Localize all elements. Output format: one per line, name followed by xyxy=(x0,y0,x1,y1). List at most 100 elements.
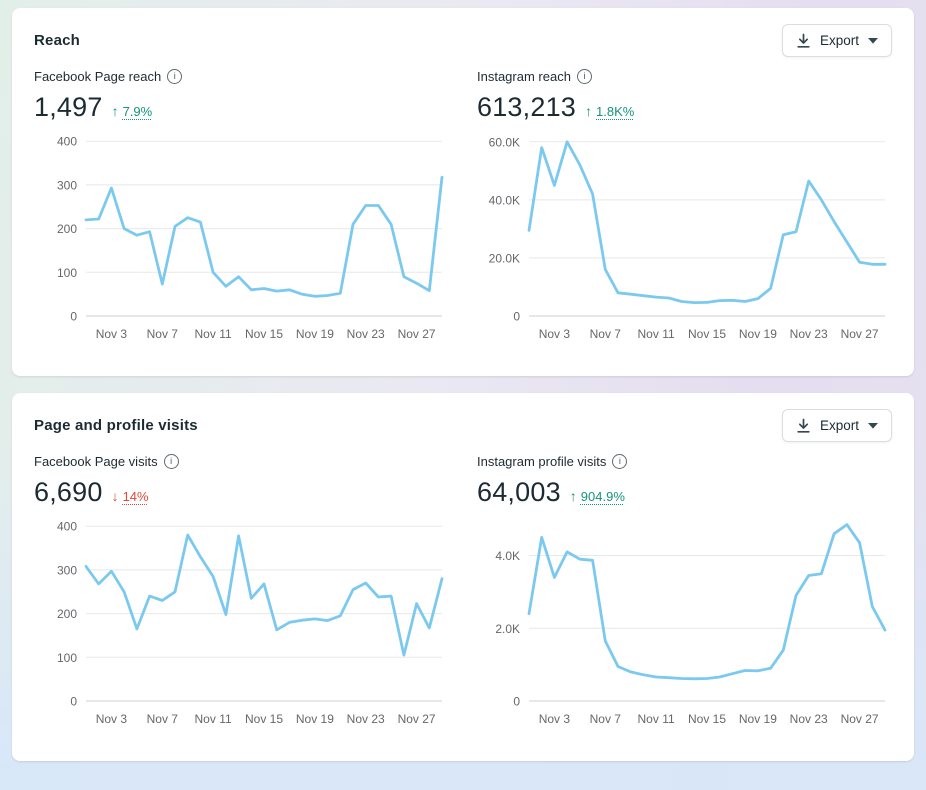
trend-arrow-icon: ↑ xyxy=(585,103,592,119)
svg-text:Nov 7: Nov 7 xyxy=(147,327,179,341)
svg-text:0: 0 xyxy=(70,695,77,709)
svg-text:200: 200 xyxy=(57,222,77,236)
svg-text:100: 100 xyxy=(57,266,77,280)
svg-text:300: 300 xyxy=(57,178,77,192)
line-chart-svg: 0 20.0K 40.0K 60.0K Nov 3 Nov 7 Nov 11 Nov 15 No… xyxy=(489,135,887,341)
svg-text:Nov 23: Nov 23 xyxy=(347,327,385,341)
reach-metrics-row: Facebook Page reach i 1,497 ↑ 7.9% 0 100 2… xyxy=(34,69,892,352)
chevron-down-icon xyxy=(868,422,878,429)
svg-text:Nov 15: Nov 15 xyxy=(688,327,726,341)
delta-percent[interactable]: 7.9% xyxy=(122,104,153,119)
reach-card: Reach Export Facebook Page reach i xyxy=(12,8,914,376)
delta-percent[interactable]: 1.8K% xyxy=(596,104,635,119)
svg-text:0: 0 xyxy=(70,310,77,324)
svg-text:Nov 15: Nov 15 xyxy=(245,712,283,726)
svg-text:300: 300 xyxy=(57,563,77,577)
chevron-down-icon xyxy=(868,37,878,44)
metric-delta-instagram-visits: ↑ 904.9% xyxy=(570,488,625,504)
svg-text:Nov 23: Nov 23 xyxy=(347,712,385,726)
metric-label-facebook-reach: Facebook Page reach xyxy=(34,69,162,84)
svg-text:20.0K: 20.0K xyxy=(489,251,520,265)
svg-text:Nov 19: Nov 19 xyxy=(739,327,777,341)
svg-text:Nov 27: Nov 27 xyxy=(841,327,879,341)
trend-arrow-icon: ↑ xyxy=(569,488,577,504)
delta-percent[interactable]: 14% xyxy=(122,489,149,504)
svg-text:Nov 3: Nov 3 xyxy=(539,327,571,341)
visits-card-header: Page and profile visits Export xyxy=(34,409,892,442)
svg-text:Nov 11: Nov 11 xyxy=(638,327,675,341)
instagram-profile-visits-chart[interactable]: 0 2.0K 4.0K Nov 3 Nov 7 Nov 11 Nov 15 Nov 19 Nov… xyxy=(477,512,892,737)
export-button-reach[interactable]: Export xyxy=(781,24,892,57)
card-title-reach: Reach xyxy=(34,32,81,49)
svg-text:Nov 19: Nov 19 xyxy=(296,327,334,341)
svg-text:0: 0 xyxy=(513,695,520,709)
info-icon[interactable]: i xyxy=(163,454,179,469)
trend-line xyxy=(84,175,444,298)
facebook-page-visits-chart[interactable]: 0 100 200 300 400 Nov 3 Nov 7 Nov 11 Nov 15 Nov 1… xyxy=(34,512,449,737)
insights-page: Reach Export Facebook Page reach i xyxy=(12,8,914,761)
metric-value-facebook-visits: 6,690 xyxy=(34,477,103,507)
svg-text:0: 0 xyxy=(513,310,520,324)
svg-text:Nov 23: Nov 23 xyxy=(790,327,828,341)
delta-percent[interactable]: 904.9% xyxy=(580,489,625,504)
svg-text:Nov 11: Nov 11 xyxy=(195,712,232,726)
trend-line xyxy=(84,533,444,657)
instagram-reach-panel: Instagram reach i 613,213 ↑ 1.8K% 0 20.0K… xyxy=(477,69,892,352)
svg-text:Nov 3: Nov 3 xyxy=(539,712,571,726)
svg-text:200: 200 xyxy=(57,607,77,621)
trend-line xyxy=(527,140,887,305)
card-title-visits: Page and profile visits xyxy=(34,417,198,434)
trend-arrow-icon: ↑ xyxy=(111,103,119,119)
export-button-label: Export xyxy=(819,418,859,433)
facebook-page-reach-chart[interactable]: 0 100 200 300 400 Nov 3 Nov 7 Nov 11 Nov 15 Nov 1… xyxy=(34,127,449,352)
svg-text:Nov 3: Nov 3 xyxy=(96,712,128,726)
instagram-profile-visits-panel: Instagram profile visits i 64,003 ↑ 904.… xyxy=(477,454,892,737)
trend-line xyxy=(527,523,887,681)
svg-text:Nov 27: Nov 27 xyxy=(398,712,436,726)
svg-text:100: 100 xyxy=(57,651,77,665)
metric-label-facebook-visits: Facebook Page visits xyxy=(34,454,158,469)
info-icon[interactable]: i xyxy=(612,454,628,469)
visits-card: Page and profile visits Export Facebook … xyxy=(12,393,914,761)
svg-text:Nov 27: Nov 27 xyxy=(398,327,436,341)
svg-text:Nov 15: Nov 15 xyxy=(688,712,726,726)
metric-value-facebook-reach: 1,497 xyxy=(34,92,103,122)
svg-text:Nov 15: Nov 15 xyxy=(245,327,283,341)
svg-text:Nov 3: Nov 3 xyxy=(96,327,128,341)
svg-text:Nov 27: Nov 27 xyxy=(841,712,879,726)
metric-label-instagram-visits: Instagram profile visits xyxy=(477,454,607,469)
svg-text:2.0K: 2.0K xyxy=(495,622,520,636)
download-icon xyxy=(797,418,810,433)
svg-text:Nov 7: Nov 7 xyxy=(590,712,622,726)
svg-text:Nov 7: Nov 7 xyxy=(147,712,179,726)
reach-card-header: Reach Export xyxy=(34,24,892,57)
download-icon xyxy=(797,33,810,48)
facebook-page-visits-panel: Facebook Page visits i 6,690 ↓ 14% 0 100 2… xyxy=(34,454,449,737)
svg-text:Nov 11: Nov 11 xyxy=(638,712,675,726)
line-chart-svg: 0 100 200 300 400 Nov 3 Nov 7 Nov 11 Nov 15 Nov 1… xyxy=(57,520,444,726)
svg-text:Nov 7: Nov 7 xyxy=(590,327,622,341)
metric-delta-facebook-visits: ↓ 14% xyxy=(112,488,149,504)
metric-label-instagram-reach: Instagram reach xyxy=(477,69,571,84)
info-icon[interactable]: i xyxy=(167,69,183,84)
export-button-visits[interactable]: Export xyxy=(781,409,892,442)
svg-text:Nov 19: Nov 19 xyxy=(739,712,777,726)
svg-text:400: 400 xyxy=(57,520,77,534)
svg-text:60.0K: 60.0K xyxy=(489,135,520,149)
metric-delta-facebook-reach: ↑ 7.9% xyxy=(112,103,153,119)
svg-text:40.0K: 40.0K xyxy=(489,193,520,207)
instagram-reach-chart[interactable]: 0 20.0K 40.0K 60.0K Nov 3 Nov 7 Nov 11 Nov 15 No… xyxy=(477,127,892,352)
trend-arrow-icon: ↓ xyxy=(111,488,119,504)
info-icon[interactable]: i xyxy=(576,69,592,84)
facebook-page-reach-panel: Facebook Page reach i 1,497 ↑ 7.9% 0 100 2… xyxy=(34,69,449,352)
line-chart-svg: 0 100 200 300 400 Nov 3 Nov 7 Nov 11 Nov 15 Nov 1… xyxy=(57,135,444,341)
line-chart-svg: 0 2.0K 4.0K Nov 3 Nov 7 Nov 11 Nov 15 Nov 19 Nov… xyxy=(495,523,887,726)
export-button-label: Export xyxy=(819,33,859,48)
svg-text:Nov 19: Nov 19 xyxy=(296,712,334,726)
svg-text:Nov 23: Nov 23 xyxy=(790,712,828,726)
metric-value-instagram-visits: 64,003 xyxy=(477,477,561,507)
metric-delta-instagram-reach: ↑ 1.8K% xyxy=(585,103,634,119)
visits-metrics-row: Facebook Page visits i 6,690 ↓ 14% 0 100 2… xyxy=(34,454,892,737)
svg-text:400: 400 xyxy=(57,135,77,149)
metric-value-instagram-reach: 613,213 xyxy=(477,92,576,122)
